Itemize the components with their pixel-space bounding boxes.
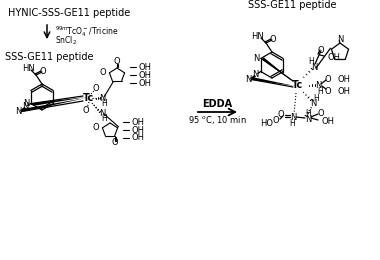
Text: OH: OH bbox=[138, 79, 151, 88]
Text: N: N bbox=[16, 107, 22, 116]
Text: N: N bbox=[22, 102, 29, 111]
Text: H: H bbox=[317, 87, 323, 95]
Text: O: O bbox=[318, 46, 324, 55]
Text: OH: OH bbox=[138, 62, 151, 72]
Text: H: H bbox=[305, 108, 311, 118]
Text: N: N bbox=[315, 81, 321, 89]
Text: $^{99m}$TcO$_4^-$/Tricine: $^{99m}$TcO$_4^-$/Tricine bbox=[55, 24, 119, 39]
Text: H: H bbox=[289, 119, 295, 127]
Text: N: N bbox=[99, 94, 105, 102]
Text: OH: OH bbox=[131, 126, 144, 134]
Text: EDDA: EDDA bbox=[203, 99, 233, 109]
Text: O: O bbox=[40, 67, 46, 75]
Text: 95 $^{o}$C, 10 min: 95 $^{o}$C, 10 min bbox=[188, 114, 247, 126]
Text: HYNIC-SSS-GE11 peptide: HYNIC-SSS-GE11 peptide bbox=[8, 8, 130, 18]
Text: O: O bbox=[270, 35, 276, 43]
Text: OH: OH bbox=[327, 53, 340, 62]
Text: O: O bbox=[273, 115, 279, 125]
Text: H: H bbox=[308, 56, 314, 66]
Text: OH: OH bbox=[138, 70, 151, 80]
Text: OH: OH bbox=[338, 87, 351, 95]
Text: H: H bbox=[101, 99, 107, 107]
Text: N: N bbox=[337, 35, 343, 43]
Text: N: N bbox=[99, 108, 105, 118]
Text: Tc: Tc bbox=[292, 80, 304, 90]
Polygon shape bbox=[33, 97, 86, 106]
Text: SSS-GE11 peptide: SSS-GE11 peptide bbox=[248, 0, 337, 10]
Polygon shape bbox=[262, 57, 295, 83]
Text: N: N bbox=[23, 99, 30, 107]
Text: O: O bbox=[114, 56, 120, 66]
Text: O: O bbox=[83, 106, 89, 114]
Text: O: O bbox=[93, 83, 99, 93]
Polygon shape bbox=[21, 98, 86, 112]
Text: OH: OH bbox=[131, 118, 144, 127]
Text: O: O bbox=[93, 123, 100, 132]
Text: Tc: Tc bbox=[82, 93, 93, 103]
Text: H: H bbox=[101, 114, 107, 122]
Text: OH: OH bbox=[338, 75, 351, 83]
Text: O: O bbox=[325, 87, 331, 95]
Text: O: O bbox=[111, 138, 118, 147]
Text: N: N bbox=[310, 99, 316, 107]
Text: N: N bbox=[245, 75, 252, 84]
Text: O: O bbox=[325, 75, 331, 83]
Text: N: N bbox=[290, 113, 296, 121]
Text: N: N bbox=[253, 70, 259, 79]
Text: N: N bbox=[311, 62, 317, 72]
Text: HO: HO bbox=[260, 119, 273, 127]
Text: H: H bbox=[313, 94, 319, 102]
Text: O: O bbox=[100, 68, 106, 77]
Text: HN: HN bbox=[22, 63, 34, 73]
Text: O: O bbox=[318, 108, 324, 118]
Text: OH: OH bbox=[131, 133, 144, 142]
Text: HN: HN bbox=[252, 31, 264, 41]
Polygon shape bbox=[252, 77, 295, 86]
Text: N: N bbox=[253, 54, 260, 62]
Text: OH: OH bbox=[321, 116, 334, 126]
Text: SSS-GE11 peptide: SSS-GE11 peptide bbox=[5, 52, 93, 62]
Text: SnCl$_2$: SnCl$_2$ bbox=[55, 34, 77, 47]
Text: N: N bbox=[305, 114, 311, 124]
Text: O: O bbox=[278, 109, 284, 119]
